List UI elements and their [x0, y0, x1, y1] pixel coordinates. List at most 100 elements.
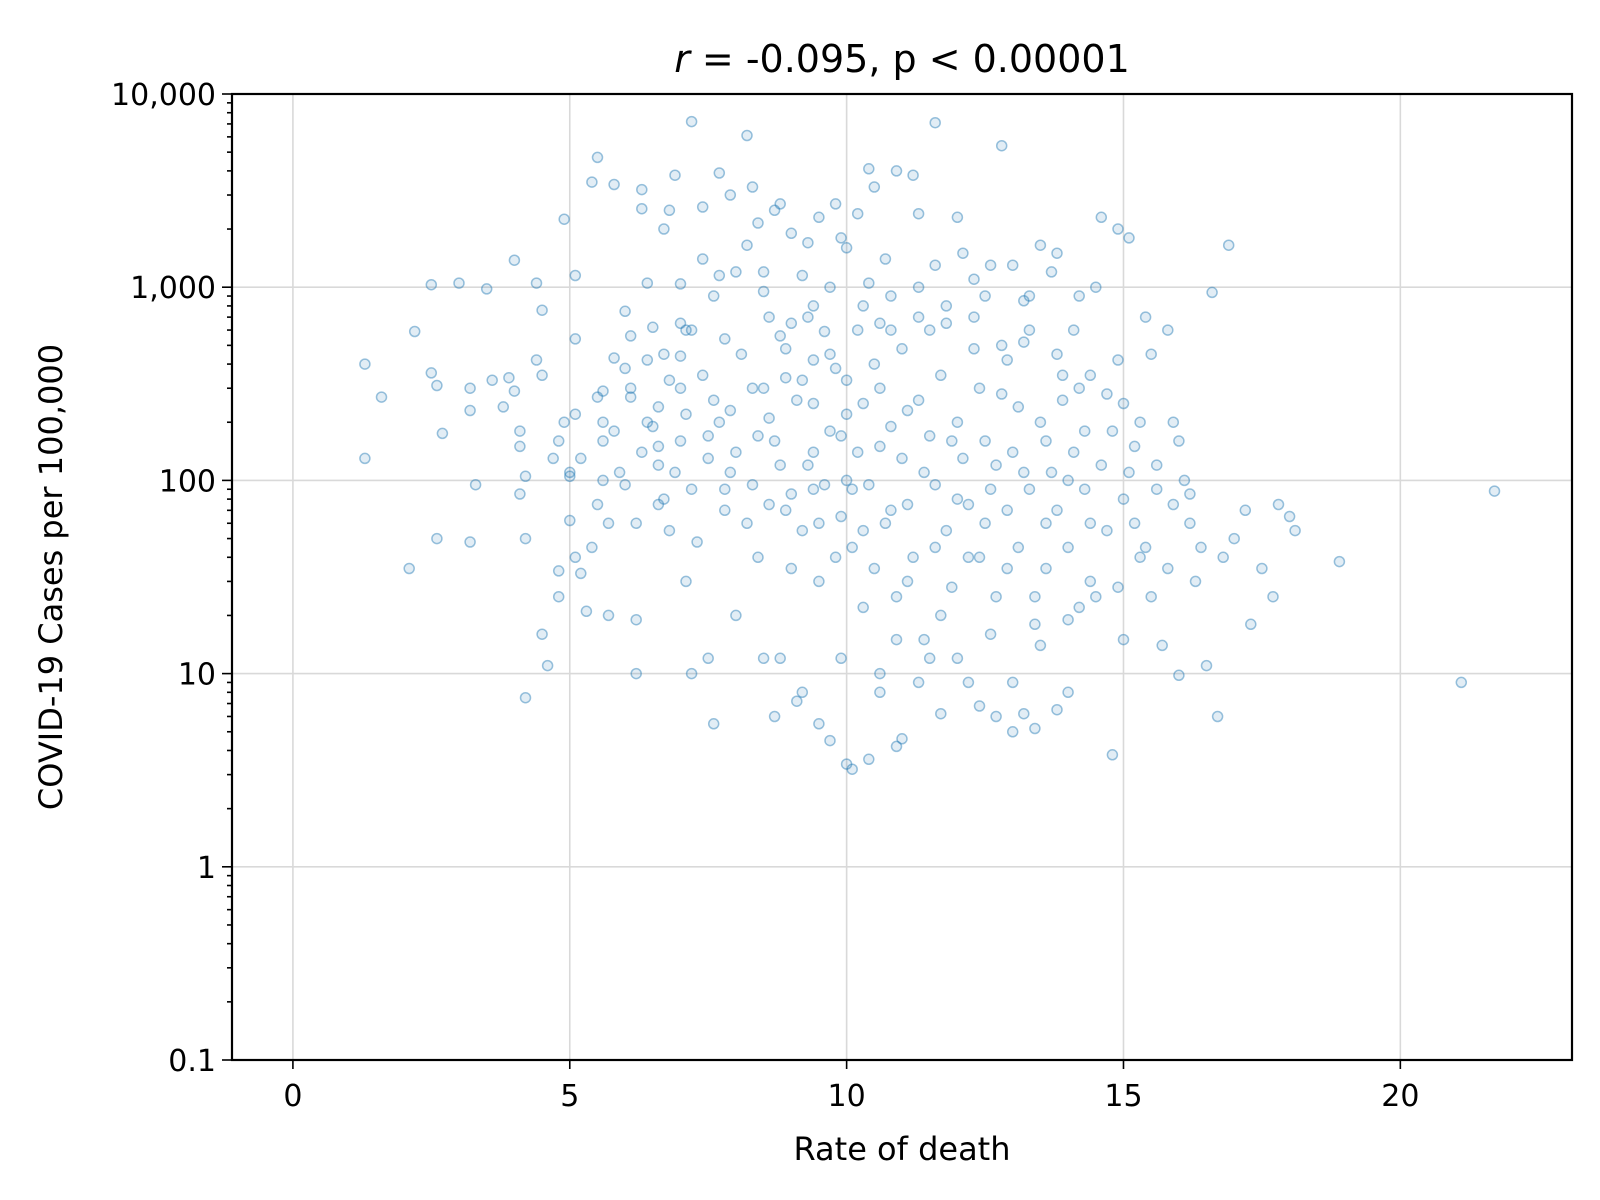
scatter-point [874, 667, 886, 680]
scatter-point [879, 517, 892, 530]
scatter-point [1117, 493, 1130, 505]
scatter-point [1073, 290, 1085, 302]
scatter-point [912, 311, 925, 323]
scatter-point [1173, 669, 1185, 682]
scatter-point [813, 517, 825, 530]
scatter-point [663, 204, 676, 217]
scatter-point [1134, 416, 1146, 428]
scatter-point [946, 581, 958, 593]
scatter-point [890, 740, 903, 753]
scatter-point [636, 446, 648, 458]
scatter-point [752, 551, 764, 564]
scatter-point [1051, 703, 1063, 716]
scatter-point [835, 430, 847, 442]
scatter-point [702, 452, 714, 465]
scatter-point [641, 277, 654, 289]
scatter-point [696, 253, 709, 265]
scatter-point [840, 374, 853, 386]
scatter-point [796, 269, 809, 282]
scatter-point [1283, 510, 1296, 523]
scatter-point [1051, 247, 1063, 259]
scatter-point [768, 435, 781, 447]
scatter-point [912, 676, 925, 689]
scatter-point [1023, 290, 1036, 302]
scatter-point [1040, 517, 1052, 530]
scatter-point [519, 532, 532, 545]
scatter-point [863, 163, 875, 175]
scatter-point [774, 652, 786, 665]
scatter-point [968, 343, 980, 355]
scatter-point [763, 311, 775, 323]
scatter-point [636, 183, 648, 196]
scatter-point [508, 385, 521, 397]
scatter-point [779, 343, 792, 355]
scatter-point [752, 217, 764, 229]
scatter-point [979, 435, 991, 447]
scatter-point [530, 277, 543, 289]
scatter-point [857, 397, 869, 410]
scatter-point [1112, 581, 1124, 593]
scatter-point [1051, 504, 1063, 517]
scatter-point [868, 562, 881, 575]
scatter-point [1018, 336, 1030, 348]
scatter-point [912, 394, 925, 406]
scatter-point [508, 254, 521, 266]
scatter-point [1084, 369, 1097, 382]
scatter-point [1018, 295, 1030, 307]
scatter-point [613, 466, 626, 479]
scatter-point [619, 478, 631, 491]
scatter-point [1006, 446, 1019, 458]
scatter-point [846, 541, 858, 554]
scatter-point [713, 269, 726, 282]
scatter-point [658, 223, 670, 235]
x-axis-label: Rate of death [794, 1130, 1011, 1168]
scatter-point [663, 374, 676, 386]
scatter-point [741, 239, 753, 251]
scatter-point [1106, 425, 1119, 437]
scatter-point [929, 478, 941, 491]
scatter-point [918, 633, 930, 646]
scatter-point [536, 628, 548, 640]
scatter-point [674, 317, 687, 330]
scatter-point [746, 478, 759, 491]
scatter-point [602, 517, 615, 530]
scatter-point [1178, 474, 1191, 487]
scatter-point [1162, 562, 1174, 575]
scatter-point [630, 517, 642, 530]
scatter-point [835, 510, 847, 523]
scatter-point [984, 628, 997, 640]
grid-layer [232, 94, 1572, 1060]
scatter-point [707, 290, 720, 302]
scatter-point [768, 710, 781, 723]
scatter-point [1289, 524, 1301, 537]
scatter-point [702, 430, 714, 442]
scatter-point [530, 354, 543, 366]
x-tick-label: 20 [1381, 1079, 1419, 1114]
scatter-point [359, 452, 371, 465]
scatter-point [802, 236, 814, 249]
scatter-point [951, 211, 964, 224]
scatter-point [1029, 618, 1041, 631]
scatter-point [929, 116, 941, 129]
scatter-point [757, 652, 770, 665]
scatter-point [403, 562, 415, 575]
scatter-point [1023, 324, 1036, 336]
scatter-point [1123, 232, 1135, 244]
scatter-point [1073, 382, 1085, 394]
scatter-point [779, 371, 792, 384]
scatter-point [1101, 524, 1113, 537]
scatter-point [962, 498, 975, 511]
scatter-point [951, 493, 964, 505]
scatter-point [552, 435, 565, 447]
scatter-point [602, 609, 615, 622]
y-tick-label: 100 [159, 464, 216, 499]
scatter-point [1145, 590, 1157, 603]
scatter-point [658, 493, 670, 505]
scatter-point [597, 435, 609, 447]
scatter-point [619, 362, 631, 375]
scatter-point [1018, 466, 1030, 479]
scatter-point [586, 541, 598, 554]
scatter-point [802, 459, 814, 471]
scatter-point [575, 567, 587, 580]
